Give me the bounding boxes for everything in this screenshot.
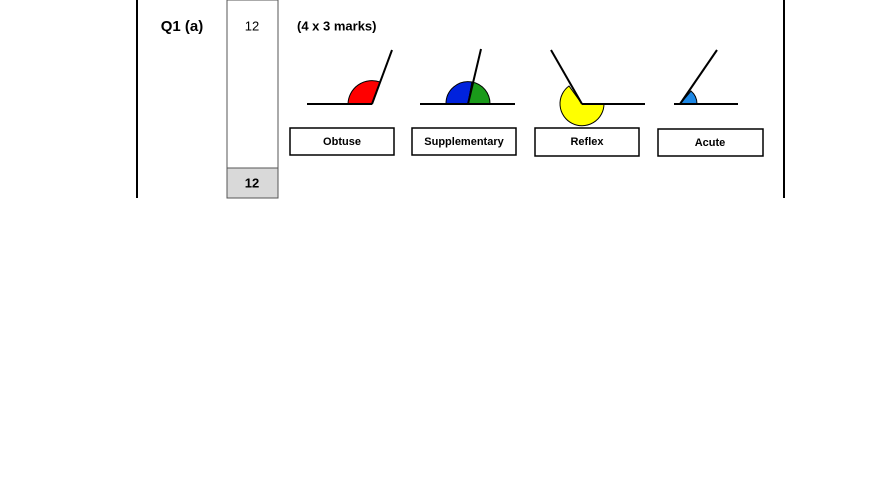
marks-column [226, 0, 279, 199]
answer-label: Reflex [570, 136, 604, 148]
answer-box [534, 127, 640, 157]
answer-box [289, 127, 395, 156]
question-label: Q1 (a) [161, 18, 204, 35]
marks: 12 [245, 18, 259, 33]
answer-label: Supplementary [424, 136, 504, 148]
answer-box [411, 127, 517, 156]
total-cell [226, 167, 279, 199]
acute-figure [674, 49, 738, 105]
obtuse-figure [307, 49, 393, 105]
note: (4 x 3 marks) [297, 18, 377, 33]
supplementary-figure [420, 48, 515, 105]
answer-box [657, 128, 764, 157]
total: 12 [245, 175, 259, 190]
reflex-figure [550, 49, 645, 127]
answer-label: Obtuse [323, 136, 361, 148]
answer-label: Acute [695, 137, 726, 149]
